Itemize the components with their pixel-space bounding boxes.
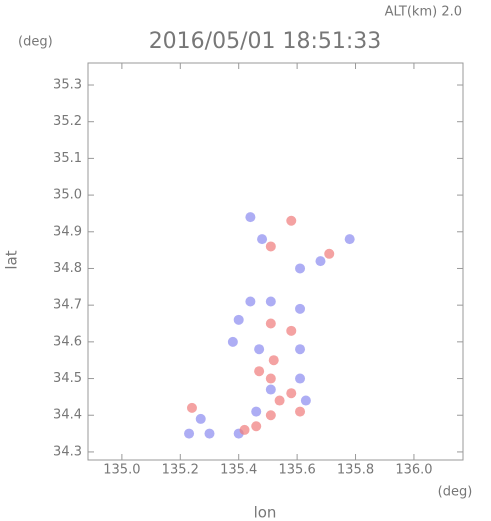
echo-point [186,402,197,413]
echo-point [257,234,268,245]
echo-point [268,355,279,366]
echo-point [295,303,306,314]
y-tick-label: 35.3 [53,78,82,93]
plot-frame [87,62,464,461]
echo-point [245,296,256,307]
subtitle: ALT(km) 2.0 [385,5,462,20]
x-tick-label: 135.6 [279,463,316,478]
y-tick-label: 34.3 [53,444,82,459]
echo-point [344,234,355,245]
chart-title: 2016/05/01 18:51:33 [149,29,382,54]
echo-point [265,384,276,395]
echo-point [251,421,262,432]
echo-point [295,263,306,274]
echo-point [315,256,326,267]
echo-point [251,406,262,417]
echo-point [286,325,297,336]
echo-point [254,344,265,355]
x-tick-label: 135.0 [103,463,140,478]
echo-point [324,248,335,259]
y-axis-label: lat [3,250,21,269]
echo-point [239,424,250,435]
echo-point [295,406,306,417]
echo-point [265,410,276,421]
echo-point [233,314,244,325]
echo-point [184,428,195,439]
echo-point [265,373,276,384]
echo-point [204,428,215,439]
echo-point [195,413,206,424]
echo-point [265,241,276,252]
y-tick-label: 34.4 [53,408,82,423]
y-unit: (deg) [18,35,53,50]
echo-point [254,366,265,377]
echo-point [295,373,306,384]
y-tick-label: 34.9 [53,224,82,239]
echo-point [286,215,297,226]
x-tick-label: 135.4 [220,463,257,478]
x-tick-label: 136.0 [395,463,432,478]
y-tick-label: 34.8 [53,261,82,276]
echo-point [300,395,311,406]
x-unit: (deg) [438,485,473,500]
y-tick-label: 34.5 [53,371,82,386]
x-tick-label: 135.2 [162,463,199,478]
echo-point [265,318,276,329]
echo-point [286,388,297,399]
x-tick-label: 135.8 [337,463,374,478]
echo-point [245,212,256,223]
y-tick-label: 35.1 [53,151,82,166]
echo-point [274,395,285,406]
echo-point [295,344,306,355]
y-tick-label: 35.2 [53,114,82,129]
y-tick-label: 34.7 [53,298,82,313]
echo-point [265,296,276,307]
y-tick-label: 34.6 [53,334,82,349]
echo-point [227,336,238,347]
x-axis-label: lon [254,504,277,521]
y-tick-label: 35.0 [53,188,82,203]
